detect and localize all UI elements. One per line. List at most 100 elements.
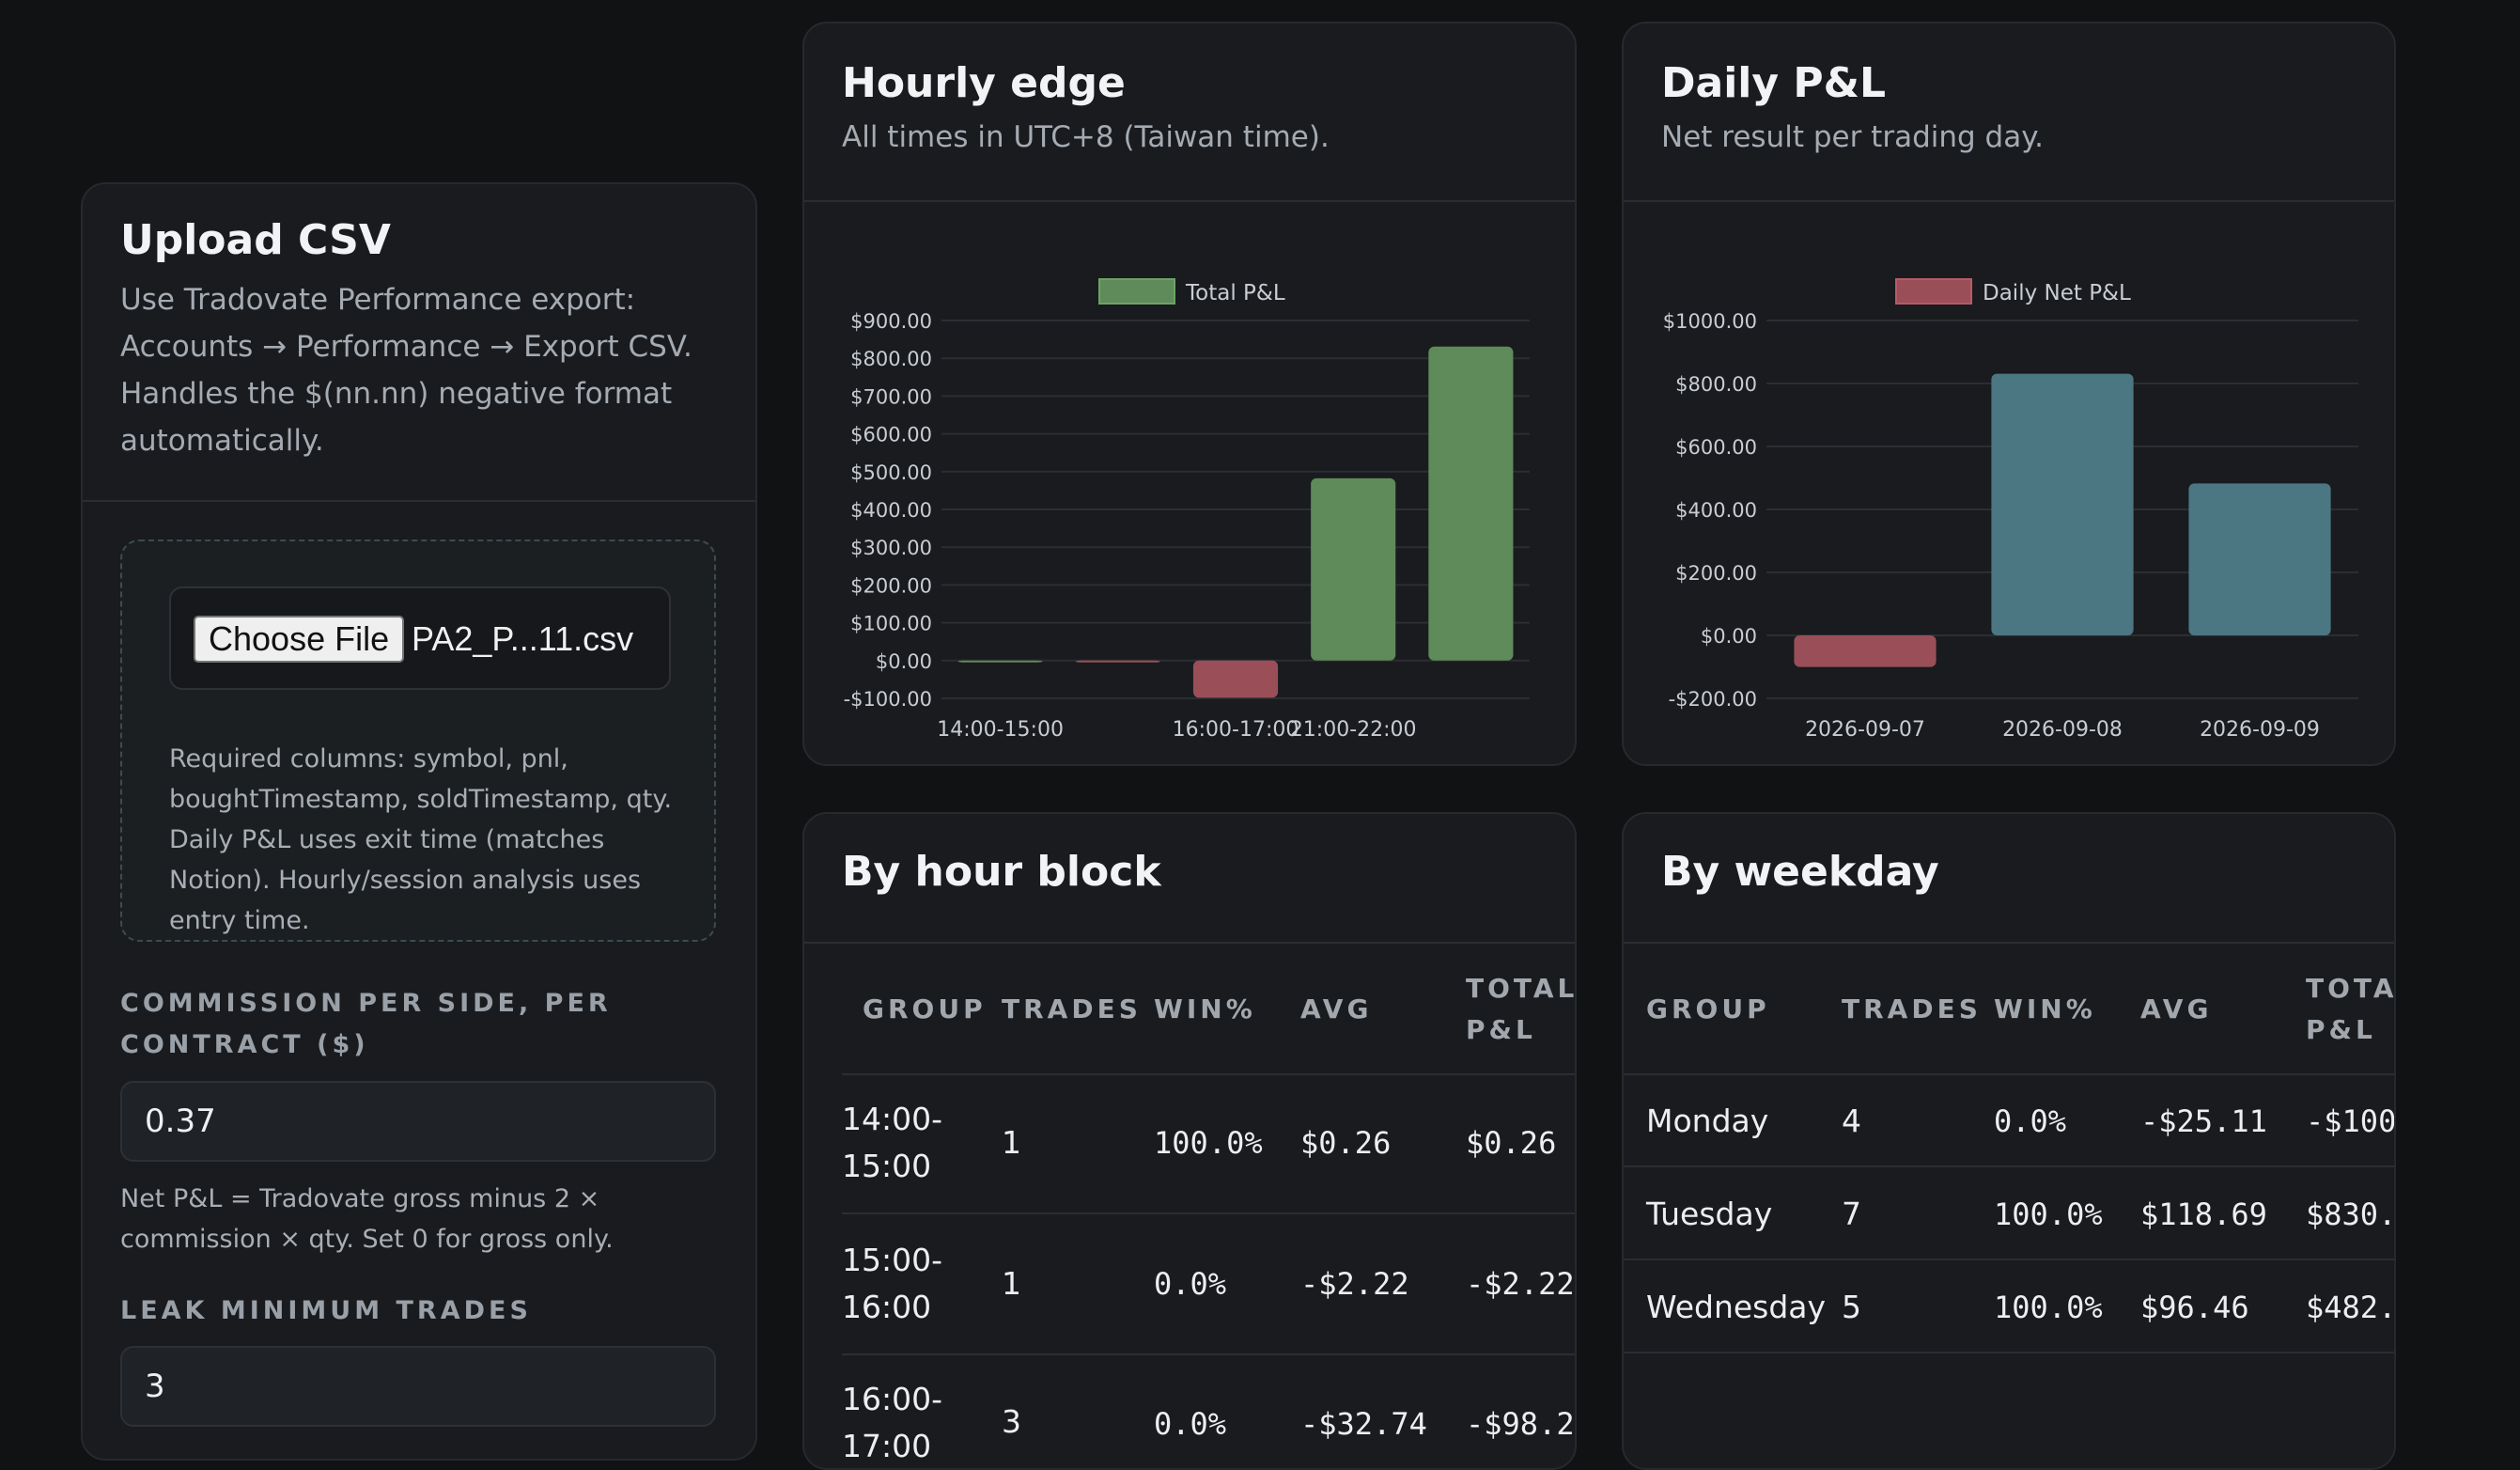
y-tick-label: $400.00 xyxy=(850,499,932,522)
x-tick-label: 2026-09-09 xyxy=(2200,718,2320,742)
legend-swatch xyxy=(1895,278,1972,305)
cell-group: 14:00-15:00 xyxy=(842,1101,943,1184)
cell-trades: 7 xyxy=(1842,1196,1861,1232)
cell-trades: 1 xyxy=(1002,1265,1021,1302)
col-header-avg: AVG xyxy=(2140,993,2213,1024)
x-tick-label: 2026-09-08 xyxy=(2002,718,2123,742)
cell-group: Tuesday xyxy=(1646,1196,1773,1232)
y-tick-label: $800.00 xyxy=(1675,373,1757,396)
cell-win: 0.0% xyxy=(1154,1406,1227,1442)
col-header-win: WIN% xyxy=(1994,993,2096,1024)
hourly-title: Hourly edge xyxy=(842,59,1126,107)
cell-total: $830. xyxy=(2306,1196,2396,1232)
col-header-total: TOTAL P&L xyxy=(2306,973,2396,1045)
col-header-total: TOTAL P&L xyxy=(1466,973,1577,1045)
choose-file-button[interactable]: Choose File xyxy=(194,616,405,663)
required-columns-note: Required columns: symbol, pnl, boughtTim… xyxy=(169,744,673,935)
y-tick-label: $200.00 xyxy=(1675,562,1757,585)
commission-help: Net P&L = Tradovate gross minus 2 × comm… xyxy=(120,1184,614,1254)
header-divider xyxy=(842,1073,1575,1075)
upload-divider xyxy=(83,500,755,502)
cell-group: Wednesday xyxy=(1646,1289,1827,1325)
cell-trades: 5 xyxy=(1842,1289,1861,1325)
hourly-divider xyxy=(804,200,1575,202)
header-divider xyxy=(1624,1073,2394,1075)
col-header-win: WIN% xyxy=(1154,993,1256,1024)
y-tick-label: $700.00 xyxy=(850,385,932,408)
y-tick-label: -$100.00 xyxy=(844,688,932,711)
cell-group: Monday xyxy=(1646,1102,1769,1139)
cell-win: 100.0% xyxy=(1994,1290,2103,1325)
cell-trades: 4 xyxy=(1842,1102,1861,1139)
cell-win: 100.0% xyxy=(1154,1125,1263,1161)
col-header-group: GROUP xyxy=(1646,993,1770,1024)
cell-avg: -$32.74 xyxy=(1300,1406,1427,1442)
cell-total: -$2.22 xyxy=(1466,1266,1575,1302)
bar xyxy=(2188,483,2331,635)
upload-description: Use Tradovate Performance export: Accoun… xyxy=(120,283,692,458)
commission-input[interactable]: 0.37 xyxy=(120,1081,716,1162)
hour-block-card: By hour block GROUP TRADES WIN% AVG TOTA… xyxy=(802,812,1577,1470)
upload-title: Upload CSV xyxy=(120,216,391,264)
cell-avg: $0.26 xyxy=(1300,1125,1392,1161)
y-tick-label: $600.00 xyxy=(1675,436,1757,459)
cell-avg: -$2.22 xyxy=(1300,1266,1409,1302)
col-header-trades: TRADES xyxy=(1842,993,1982,1024)
y-tick-label: $300.00 xyxy=(850,537,932,559)
y-tick-label: $400.00 xyxy=(1675,499,1757,522)
bar xyxy=(1075,660,1160,663)
cell-group: 16:00-17:00 xyxy=(842,1381,943,1464)
bar xyxy=(957,660,1043,663)
bar xyxy=(1192,660,1279,698)
cell-win: 0.0% xyxy=(1154,1266,1227,1302)
bar xyxy=(1794,635,1937,667)
hour-block-title: By hour block xyxy=(842,848,1161,896)
y-tick-label: $500.00 xyxy=(850,461,932,484)
col-header-avg: AVG xyxy=(1300,993,1373,1024)
cell-avg: $96.46 xyxy=(2140,1290,2249,1325)
row-divider xyxy=(842,1353,1575,1355)
cell-total: $482. xyxy=(2306,1290,2396,1325)
commission-label: Commission per side, per contract ($) xyxy=(120,989,612,1059)
weekday-title: By weekday xyxy=(1661,848,1939,896)
y-tick-label: $600.00 xyxy=(850,424,932,446)
daily-subtitle: Net result per trading day. xyxy=(1661,120,2044,154)
row-divider xyxy=(1624,1352,2394,1353)
cell-trades: 1 xyxy=(1002,1124,1021,1161)
y-tick-label: $0.00 xyxy=(1701,625,1757,648)
x-tick-label: 14:00-15:00 xyxy=(937,718,1064,742)
csv-dropzone[interactable]: Choose File PA2_P...11.csv Required colu… xyxy=(120,540,716,942)
row-divider xyxy=(842,1212,1575,1214)
weekday-card: By weekday GROUP TRADES WIN% AVG TOTAL P… xyxy=(1622,812,2396,1470)
cell-avg: $118.69 xyxy=(2140,1196,2267,1232)
weekday-divider xyxy=(1624,942,2394,944)
file-input[interactable]: Choose File PA2_P...11.csv xyxy=(169,586,671,690)
leak-min-trades-label: Leak minimum trades xyxy=(120,1296,532,1325)
leak-min-trades-input[interactable]: 3 xyxy=(120,1346,716,1427)
x-tick-label: 2026-09-07 xyxy=(1805,718,1925,742)
daily-pnl-chart: $1000.00 $800.00 $600.00 $400.00 $200.00 $0.0… xyxy=(1663,278,2358,742)
y-tick-label: $1000.00 xyxy=(1663,310,1757,333)
daily-title: Daily P&L xyxy=(1661,59,1887,107)
cell-trades: 3 xyxy=(1002,1403,1021,1440)
hourly-pnl-chart: $900.00 $800.00 $700.00 $600.00 $500.00 $400.… xyxy=(844,278,1530,742)
cell-total: -$98.2 xyxy=(1466,1406,1575,1442)
row-divider xyxy=(1624,1165,2394,1167)
legend-label: Total P&L xyxy=(1185,281,1285,305)
cell-avg: -$25.11 xyxy=(2140,1103,2267,1139)
cell-total: $0.26 xyxy=(1466,1125,1557,1161)
y-tick-label: $100.00 xyxy=(850,613,932,635)
legend-label: Daily Net P&L xyxy=(1983,281,2131,305)
daily-divider xyxy=(1624,200,2394,202)
y-tick-label: $200.00 xyxy=(850,574,932,597)
bar xyxy=(1428,346,1514,661)
bar xyxy=(1311,477,1396,661)
hourly-subtitle: All times in UTC+8 (Taiwan time). xyxy=(842,120,1330,154)
y-tick-label: $800.00 xyxy=(850,348,932,370)
x-tick-label: 16:00-17:00 xyxy=(1173,718,1299,742)
hour-block-divider xyxy=(804,942,1575,944)
hourly-edge-card: Hourly edge All times in UTC+8 (Taiwan t… xyxy=(802,22,1577,766)
cell-total: -$100 xyxy=(2306,1103,2396,1139)
daily-pnl-card: Daily P&L Net result per trading day. $1… xyxy=(1622,22,2396,766)
x-tick-label: 21:00-22:00 xyxy=(1290,718,1417,742)
